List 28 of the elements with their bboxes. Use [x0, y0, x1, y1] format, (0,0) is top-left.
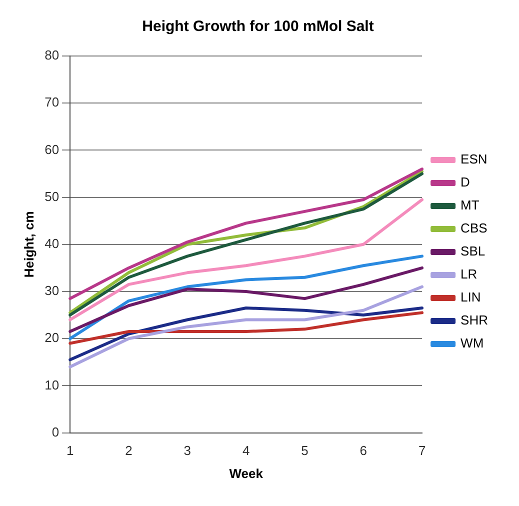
legend-label: ESN [460, 152, 488, 167]
x-tick-label: 7 [418, 443, 426, 458]
chart-title: Height Growth for 100 mMol Salt [142, 18, 374, 36]
legend-label: WM [460, 336, 484, 351]
x-tick-label: 4 [242, 443, 250, 458]
legend-label: CBS [460, 220, 488, 236]
legend-label: MT [460, 198, 480, 213]
y-tick-label: 50 [44, 188, 60, 204]
y-tick-label: 20 [44, 330, 60, 346]
y-tick-label: 10 [44, 377, 60, 392]
y-tick-label: 80 [44, 48, 60, 63]
legend-label: SHR [460, 312, 488, 328]
y-tick-label: 0 [52, 424, 60, 440]
x-tick-label: 5 [301, 443, 308, 458]
x-tick-label: 6 [360, 443, 368, 458]
x-axis-title: Week [229, 466, 264, 481]
legend-label: LR [460, 266, 478, 282]
y-axis-title: Height, cm [21, 211, 36, 278]
legend-label: LIN [460, 290, 481, 305]
legend-label: SBL [460, 244, 486, 259]
y-tick-label: 30 [44, 283, 60, 298]
y-tick-label: 60 [44, 142, 60, 157]
x-tick-label: 2 [125, 443, 132, 458]
y-tick-label: 40 [44, 236, 60, 251]
x-tick-label: 1 [66, 443, 74, 458]
legend-label: D [460, 174, 470, 190]
y-tick-label: 70 [44, 94, 60, 110]
x-tick-label: 3 [184, 443, 192, 458]
